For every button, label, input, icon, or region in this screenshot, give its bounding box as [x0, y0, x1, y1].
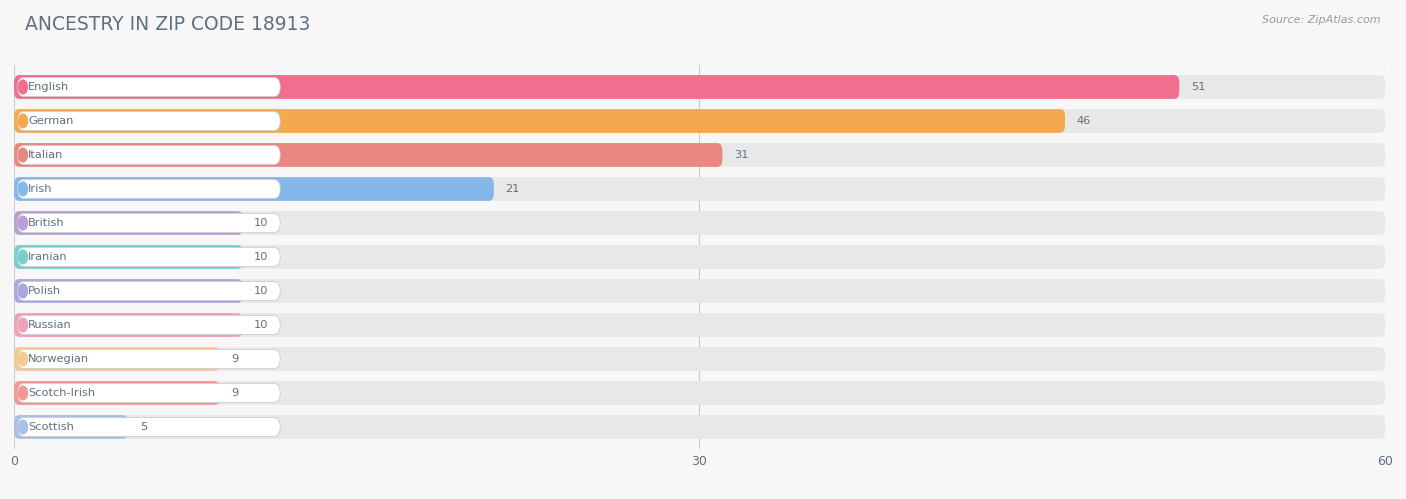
Text: Iranian: Iranian — [28, 252, 67, 262]
FancyBboxPatch shape — [17, 418, 280, 437]
Text: 10: 10 — [254, 252, 269, 262]
FancyBboxPatch shape — [14, 381, 1385, 405]
FancyBboxPatch shape — [14, 177, 1385, 201]
FancyBboxPatch shape — [14, 279, 1385, 303]
FancyBboxPatch shape — [14, 177, 494, 201]
FancyBboxPatch shape — [17, 111, 280, 131]
Circle shape — [18, 386, 28, 400]
Text: Irish: Irish — [28, 184, 52, 194]
FancyBboxPatch shape — [14, 347, 1385, 371]
Text: 9: 9 — [231, 354, 239, 364]
FancyBboxPatch shape — [17, 248, 280, 266]
FancyBboxPatch shape — [14, 75, 1180, 99]
Text: ANCESTRY IN ZIP CODE 18913: ANCESTRY IN ZIP CODE 18913 — [25, 15, 311, 34]
Circle shape — [18, 80, 28, 94]
Text: 31: 31 — [734, 150, 748, 160]
Text: Source: ZipAtlas.com: Source: ZipAtlas.com — [1263, 15, 1381, 25]
FancyBboxPatch shape — [17, 383, 280, 403]
Text: German: German — [28, 116, 73, 126]
Circle shape — [18, 352, 28, 366]
Text: Russian: Russian — [28, 320, 72, 330]
Text: Polish: Polish — [28, 286, 62, 296]
Text: Scottish: Scottish — [28, 422, 75, 432]
Circle shape — [18, 148, 28, 162]
Text: Italian: Italian — [28, 150, 63, 160]
FancyBboxPatch shape — [17, 315, 280, 334]
FancyBboxPatch shape — [17, 349, 280, 369]
Text: 5: 5 — [139, 422, 148, 432]
Circle shape — [18, 250, 28, 264]
Text: 21: 21 — [505, 184, 520, 194]
FancyBboxPatch shape — [14, 415, 128, 439]
Circle shape — [18, 284, 28, 298]
FancyBboxPatch shape — [17, 180, 280, 199]
Circle shape — [18, 114, 28, 128]
Text: 9: 9 — [231, 388, 239, 398]
Text: 46: 46 — [1077, 116, 1091, 126]
Text: Norwegian: Norwegian — [28, 354, 89, 364]
Circle shape — [18, 182, 28, 196]
FancyBboxPatch shape — [14, 415, 1385, 439]
FancyBboxPatch shape — [14, 313, 243, 337]
FancyBboxPatch shape — [14, 109, 1385, 133]
FancyBboxPatch shape — [17, 145, 280, 165]
Text: Scotch-Irish: Scotch-Irish — [28, 388, 96, 398]
FancyBboxPatch shape — [17, 214, 280, 233]
FancyBboxPatch shape — [14, 279, 243, 303]
FancyBboxPatch shape — [14, 75, 1385, 99]
FancyBboxPatch shape — [14, 313, 1385, 337]
FancyBboxPatch shape — [14, 143, 1385, 167]
FancyBboxPatch shape — [14, 245, 243, 269]
FancyBboxPatch shape — [17, 281, 280, 300]
FancyBboxPatch shape — [14, 211, 243, 235]
FancyBboxPatch shape — [14, 143, 723, 167]
Circle shape — [18, 420, 28, 434]
FancyBboxPatch shape — [14, 347, 219, 371]
FancyBboxPatch shape — [14, 109, 1066, 133]
Text: English: English — [28, 82, 69, 92]
Text: 10: 10 — [254, 320, 269, 330]
FancyBboxPatch shape — [14, 381, 219, 405]
Text: British: British — [28, 218, 65, 228]
FancyBboxPatch shape — [17, 77, 280, 96]
Text: 10: 10 — [254, 286, 269, 296]
Circle shape — [18, 318, 28, 332]
Text: 10: 10 — [254, 218, 269, 228]
Circle shape — [18, 216, 28, 230]
Text: 51: 51 — [1191, 82, 1205, 92]
FancyBboxPatch shape — [14, 211, 1385, 235]
FancyBboxPatch shape — [14, 245, 1385, 269]
